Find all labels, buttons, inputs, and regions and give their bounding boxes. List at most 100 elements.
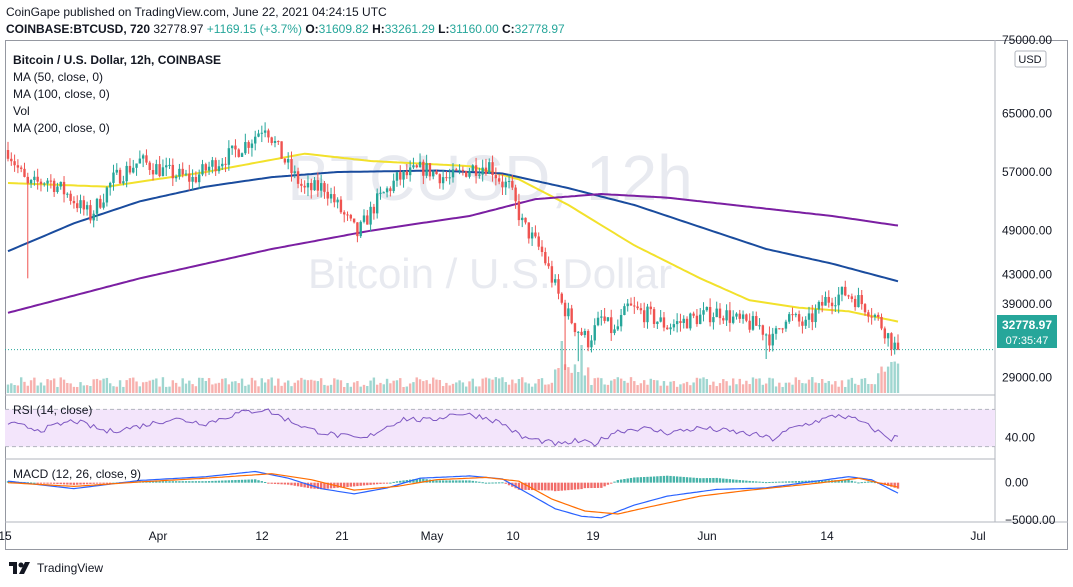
volume-bar bbox=[883, 371, 887, 393]
volume-bar bbox=[662, 381, 666, 393]
volume-bar bbox=[758, 378, 761, 393]
candle-body bbox=[214, 160, 217, 172]
candle-body bbox=[488, 162, 491, 174]
macd-histogram-bar bbox=[293, 482, 296, 486]
volume-bar bbox=[537, 379, 540, 393]
volume-bar bbox=[286, 380, 290, 393]
candle-body bbox=[290, 159, 293, 174]
candle-body bbox=[277, 141, 280, 143]
volume-bar bbox=[108, 383, 112, 393]
macd-histogram-bar bbox=[847, 479, 850, 483]
volume-bar bbox=[797, 379, 801, 393]
ma-line-2 bbox=[7, 192, 899, 314]
volume-bar bbox=[464, 386, 468, 393]
candle-body bbox=[511, 181, 514, 188]
candle-body bbox=[886, 333, 890, 339]
macd-histogram-bar bbox=[6, 481, 10, 483]
volume-bar bbox=[382, 384, 385, 393]
macd-histogram-bar bbox=[553, 482, 557, 492]
watermark-title: Bitcoin / U.S. Dollar bbox=[308, 250, 672, 297]
candle-body bbox=[834, 305, 837, 307]
volume-bar bbox=[343, 386, 346, 393]
macd-histogram-bar bbox=[366, 482, 369, 486]
countdown-label: 07:35:47 bbox=[1006, 335, 1049, 347]
candle-body bbox=[23, 168, 26, 177]
high-value: 33261.29 bbox=[384, 22, 435, 36]
volume-bar bbox=[244, 385, 247, 393]
candle-body bbox=[863, 304, 867, 313]
time-tick-label: 19 bbox=[586, 529, 600, 543]
macd-histogram-bar bbox=[896, 482, 900, 489]
candle-body bbox=[685, 318, 689, 329]
macd-histogram-bar bbox=[593, 482, 596, 488]
macd-histogram-bar bbox=[85, 482, 89, 485]
volume-bar bbox=[656, 380, 659, 393]
candle-body bbox=[464, 171, 468, 177]
macd-histogram-bar bbox=[92, 482, 95, 484]
candle-body bbox=[491, 162, 494, 176]
volume-bar bbox=[847, 379, 850, 393]
currency-badge[interactable]: USD bbox=[1014, 50, 1047, 68]
candle-body bbox=[517, 201, 521, 221]
volume-bar bbox=[801, 383, 804, 393]
rsi-line bbox=[7, 408, 899, 447]
volume-bar bbox=[629, 377, 633, 393]
macd-histogram-bar bbox=[405, 480, 409, 483]
volume-bar bbox=[161, 377, 165, 393]
volume-bar bbox=[399, 378, 402, 393]
candle-body bbox=[778, 328, 781, 330]
volume-bar bbox=[415, 377, 418, 393]
macd-histogram-bar bbox=[791, 481, 794, 483]
macd-histogram-bar bbox=[207, 481, 211, 483]
candle-body bbox=[46, 180, 49, 184]
macd-histogram-bar bbox=[478, 481, 481, 483]
volume-bar bbox=[751, 377, 755, 393]
volume-bar bbox=[484, 377, 488, 393]
macd-histogram-bar bbox=[194, 481, 198, 483]
volume-bar bbox=[293, 382, 296, 393]
macd-histogram-bar bbox=[438, 480, 442, 483]
macd-histogram-bar bbox=[174, 481, 178, 483]
candle-body bbox=[619, 315, 623, 327]
volume-bar bbox=[349, 386, 353, 393]
candle-body bbox=[764, 334, 768, 336]
candle-body bbox=[494, 175, 498, 179]
candle-body bbox=[553, 279, 557, 283]
macd-histogram-bar bbox=[629, 477, 633, 483]
candle-body bbox=[362, 215, 366, 222]
volume-bar bbox=[577, 371, 580, 393]
volume-bar bbox=[36, 385, 39, 393]
macd-histogram-bar bbox=[59, 482, 62, 485]
volume-bar bbox=[524, 382, 527, 393]
macd-histogram-bar bbox=[99, 482, 102, 484]
volume-bar bbox=[511, 379, 514, 393]
volume-bar bbox=[435, 379, 438, 393]
volume-bar bbox=[6, 384, 10, 393]
candle-body bbox=[534, 232, 537, 237]
macd-histogram-bar bbox=[824, 480, 827, 483]
candle-body bbox=[174, 176, 178, 179]
price-tick-label: 65000.00 bbox=[1002, 106, 1052, 120]
candle-body bbox=[731, 316, 735, 323]
volume-bar bbox=[886, 366, 890, 393]
candle-body bbox=[830, 302, 834, 307]
volume-bar bbox=[234, 381, 237, 393]
rsi-pane: 40.00 bbox=[5, 408, 1035, 448]
candle-body bbox=[369, 206, 372, 225]
volume-bar bbox=[310, 379, 313, 393]
volume-bar bbox=[296, 380, 300, 393]
candle-body bbox=[804, 319, 807, 326]
volume-bar bbox=[689, 385, 692, 393]
footer-brand[interactable]: TradingView bbox=[37, 561, 104, 575]
macd-histogram-bar bbox=[659, 476, 662, 483]
candle-body bbox=[669, 327, 672, 330]
candle-body bbox=[43, 183, 46, 185]
price-chart[interactable]: BTCUSD, 12h Bitcoin / U.S. Dollar 40.00 … bbox=[0, 0, 1073, 555]
volume-bar bbox=[616, 377, 620, 393]
volume-bar bbox=[791, 384, 794, 393]
volume-bar bbox=[19, 377, 23, 393]
volume-bar bbox=[580, 345, 583, 393]
chart-frame bbox=[5, 40, 1068, 550]
volume-bar bbox=[745, 380, 748, 393]
candle-body bbox=[89, 205, 92, 221]
